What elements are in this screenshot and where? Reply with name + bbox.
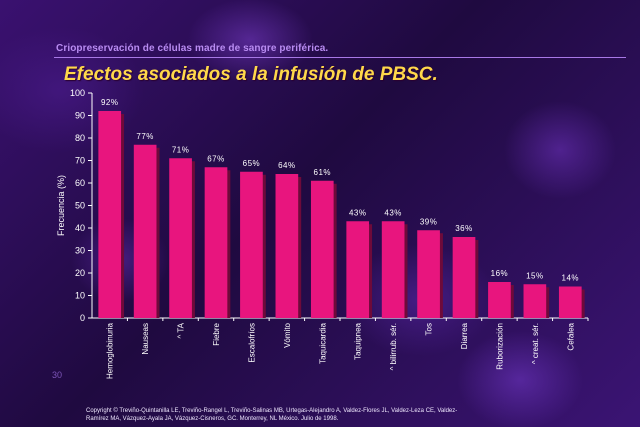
y-tick-label: 70 bbox=[75, 156, 85, 166]
y-tick-label: 80 bbox=[75, 133, 85, 143]
y-tick-label: 10 bbox=[75, 291, 85, 301]
y-tick-label: 100 bbox=[70, 88, 85, 98]
page-number: 30 bbox=[52, 370, 63, 380]
y-tick-label: 50 bbox=[75, 201, 85, 211]
bar bbox=[98, 111, 122, 318]
x-tick-label: ^ bilirrub. sér. bbox=[389, 323, 398, 370]
y-tick-label: 40 bbox=[75, 223, 85, 233]
y-tick-label: 90 bbox=[75, 111, 85, 121]
x-tick-label: Hemoglobinuria bbox=[106, 322, 115, 379]
x-tick-label: Taquicardia bbox=[318, 322, 327, 363]
x-tick-label: Tos bbox=[425, 323, 434, 335]
bar bbox=[452, 237, 476, 318]
bar bbox=[133, 144, 157, 318]
bar bbox=[240, 171, 263, 318]
bar bbox=[275, 174, 299, 318]
slide-title: Efectos asociados a la infusión de PBSC. bbox=[64, 64, 438, 85]
bar bbox=[346, 221, 370, 318]
x-tick-label: ^ TA bbox=[177, 322, 186, 338]
bar bbox=[523, 284, 547, 318]
bar bbox=[381, 221, 405, 318]
x-tick-label: Taquipnea bbox=[354, 322, 363, 359]
data-label: 65% bbox=[243, 159, 261, 168]
bar bbox=[558, 286, 582, 318]
data-label: 36% bbox=[455, 224, 473, 233]
y-tick-label: 60 bbox=[75, 178, 85, 188]
copyright-line-2: Ramírez MA, Vázquez-Ayala JA, Vázquez-Ci… bbox=[86, 416, 339, 422]
divider-line bbox=[54, 57, 626, 58]
x-tick-label: Escalofríos bbox=[247, 323, 256, 363]
data-label: 43% bbox=[384, 208, 402, 217]
copyright-footer: Copyright © Treviño-Quintanilla LE, Trev… bbox=[86, 407, 606, 423]
x-tick-label: Nauseas bbox=[141, 323, 150, 355]
x-tick-label: ^ creat. sér. bbox=[531, 323, 540, 364]
data-label: 43% bbox=[349, 208, 367, 217]
data-label: 64% bbox=[278, 161, 296, 170]
bar bbox=[204, 167, 228, 318]
y-tick-label: 30 bbox=[75, 246, 85, 256]
bar bbox=[310, 180, 334, 318]
data-label: 39% bbox=[420, 217, 438, 226]
y-tick-label: 20 bbox=[75, 268, 85, 278]
data-label: 14% bbox=[562, 274, 580, 283]
x-tick-label: Ruborización bbox=[495, 323, 504, 370]
data-label: 71% bbox=[172, 145, 190, 154]
data-label: 67% bbox=[207, 154, 225, 163]
x-tick-label: Cefalea bbox=[566, 322, 575, 350]
data-label: 77% bbox=[136, 132, 154, 141]
data-label: 15% bbox=[526, 271, 544, 280]
data-label: 16% bbox=[491, 269, 509, 278]
data-label: 61% bbox=[314, 168, 332, 177]
data-label: 92% bbox=[101, 98, 119, 107]
y-tick-label: 0 bbox=[80, 313, 85, 323]
y-axis-label: Frecuencia (%) bbox=[56, 175, 66, 236]
bar bbox=[169, 158, 192, 318]
x-tick-label: Diarrea bbox=[460, 322, 469, 349]
slide-subtitle: Criopreservación de células madre de san… bbox=[56, 43, 329, 54]
x-tick-label: Vómito bbox=[283, 322, 292, 347]
x-tick-label: Fiebre bbox=[212, 322, 221, 345]
bar bbox=[488, 282, 511, 318]
bar bbox=[417, 230, 440, 318]
copyright-line-1: Copyright © Treviño-Quintanilla LE, Trev… bbox=[86, 408, 458, 414]
